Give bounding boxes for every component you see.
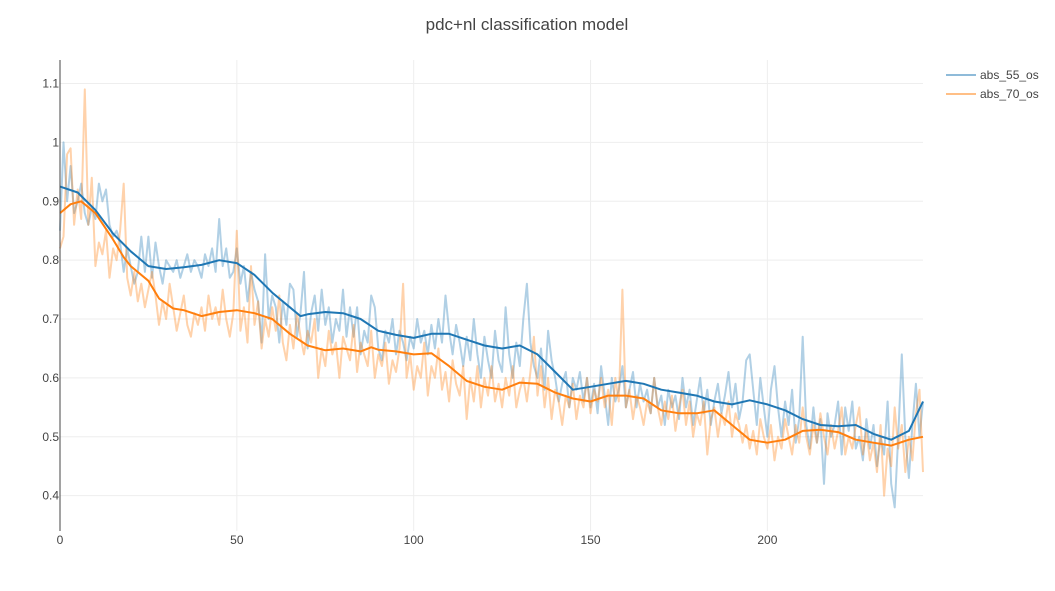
x-tick-label: 0 [57,533,64,547]
series-smooth-line-abs_70_os [59,200,924,447]
legend-label: abs_70_os [980,87,1039,101]
chart-title: pdc+nl classification model [426,15,629,34]
legend-item-abs_70_os[interactable]: abs_70_os [946,87,1039,101]
legend[interactable]: abs_55_os abs_70_os [946,68,1039,101]
legend-item-abs_55_os[interactable]: abs_55_os [946,68,1039,82]
y-tick-label: 0.6 [42,371,59,385]
x-tick-label: 50 [230,533,244,547]
y-tick-label: 1.1 [42,77,59,91]
y-tick-label: 0.9 [42,194,59,208]
y-tick-label: 0.5 [42,430,59,444]
y-tick-label: 0.7 [42,312,59,326]
x-tick-label: 100 [404,533,424,547]
y-tick-label: 1 [52,135,59,149]
y-tick-label: 0.8 [42,253,59,267]
series-raw-line-abs_55_os [59,141,924,509]
series-smooth-line-abs_55_os [59,185,924,441]
legend-label: abs_55_os [980,68,1039,82]
y-tick-label: 0.4 [42,489,59,503]
x-tick-label: 200 [757,533,777,547]
x-tick-label: 150 [581,533,601,547]
axis-tick-labels: 0.4 0.5 0.6 0.7 0.8 0.9 1 1.1 0 50 100 150 200 [42,77,777,547]
series-lines [59,88,924,509]
grid-lines [59,60,923,531]
